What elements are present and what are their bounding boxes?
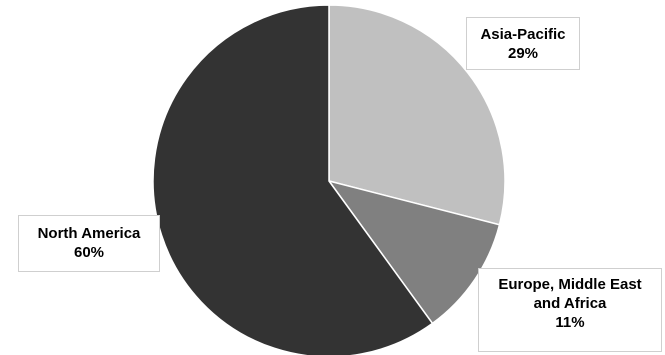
data-label-asia-pacific: Asia-Pacific 29% xyxy=(466,17,580,70)
pie-slice-1 xyxy=(327,179,501,325)
pie-slice-0 xyxy=(328,4,506,226)
slice-label-emea-line-2: and Africa xyxy=(533,295,607,312)
slice-percent-emea: 11% xyxy=(555,314,585,331)
data-label-north-america: North America 60% xyxy=(18,215,160,272)
slice-percent-asia-pacific: 29% xyxy=(507,45,539,62)
slice-label-north-america: North America xyxy=(37,225,141,242)
slice-label-emea-line-1: Europe, Middle East xyxy=(498,276,642,293)
data-label-emea: Europe, Middle East and Africa 11% xyxy=(478,268,662,352)
slice-label-asia-pacific: Asia-Pacific xyxy=(480,26,566,43)
pie-slice-2 xyxy=(152,4,434,355)
slice-percent-north-america: 60% xyxy=(73,244,105,261)
